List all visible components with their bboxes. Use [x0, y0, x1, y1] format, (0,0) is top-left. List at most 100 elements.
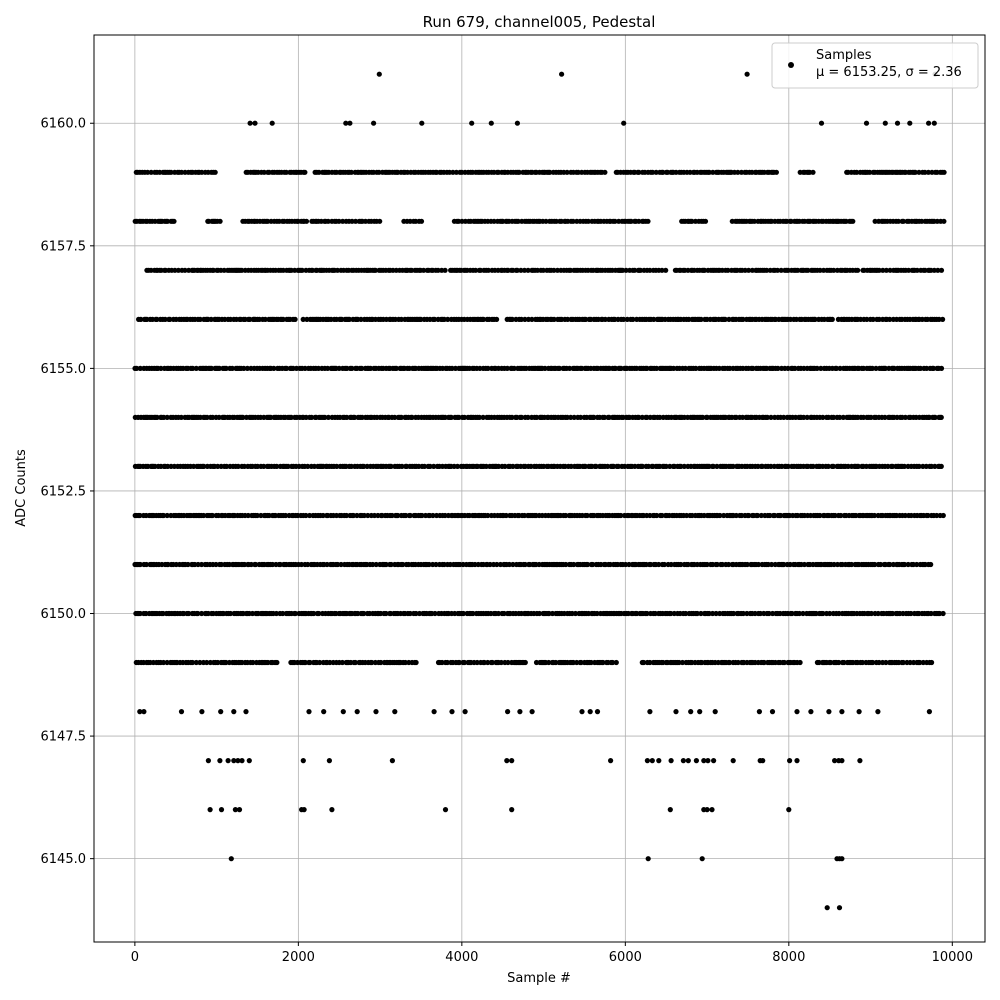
- data-point: [760, 758, 766, 764]
- data-point: [570, 218, 576, 224]
- data-point: [505, 709, 511, 715]
- data-point: [572, 610, 579, 617]
- data-point: [938, 267, 945, 273]
- data-point: [145, 169, 151, 175]
- data-point: [449, 709, 455, 715]
- data-point: [303, 218, 310, 224]
- data-point: [208, 365, 215, 371]
- data-point: [218, 807, 225, 813]
- data-point: [388, 463, 394, 469]
- data-point: [912, 169, 918, 175]
- data-point: [829, 316, 835, 322]
- x-tick-label: 6000: [609, 950, 642, 965]
- data-point: [262, 316, 268, 322]
- data-point: [485, 365, 491, 371]
- data-point: [673, 709, 679, 715]
- data-point: [914, 267, 920, 273]
- data-point: [645, 856, 651, 862]
- data-point: [725, 267, 731, 273]
- data-point: [931, 120, 937, 126]
- data-point: [171, 218, 177, 224]
- data-point: [216, 365, 222, 371]
- y-tick-label: 6150.0: [41, 607, 87, 622]
- data-point: [735, 169, 741, 175]
- data-point: [343, 512, 350, 519]
- data-point: [602, 169, 608, 175]
- y-tick-label: 6155.0: [41, 362, 87, 377]
- data-point: [421, 267, 427, 273]
- data-point: [334, 463, 340, 469]
- data-point: [137, 365, 143, 371]
- data-point: [787, 758, 793, 764]
- data-point: [207, 807, 213, 813]
- data-point: [418, 218, 425, 224]
- data-point: [579, 709, 585, 715]
- data-point: [285, 463, 291, 469]
- data-point: [292, 610, 298, 617]
- data-point: [435, 267, 441, 273]
- data-point: [855, 267, 861, 273]
- data-point: [190, 365, 196, 371]
- data-point: [398, 414, 404, 420]
- data-point: [796, 610, 803, 617]
- data-point: [800, 610, 806, 617]
- legend-box: [771, 42, 979, 89]
- data-point: [623, 267, 629, 273]
- data-point: [209, 512, 216, 519]
- data-point: [870, 316, 876, 322]
- data-point: [442, 807, 449, 813]
- data-point: [246, 758, 252, 764]
- data-point: [872, 561, 878, 568]
- data-point: [820, 414, 826, 420]
- data-point: [839, 709, 845, 715]
- data-point: [654, 512, 660, 519]
- data-point: [236, 807, 243, 813]
- data-point: [730, 758, 736, 764]
- data-point: [659, 267, 665, 273]
- data-point: [702, 218, 709, 224]
- data-point: [731, 610, 737, 617]
- data-point: [698, 610, 704, 617]
- data-point: [383, 561, 389, 568]
- data-point: [217, 758, 223, 764]
- data-point: [650, 169, 656, 175]
- data-point: [164, 218, 171, 224]
- data-point: [189, 659, 196, 666]
- data-point: [509, 414, 515, 420]
- data-point: [704, 561, 710, 568]
- data-point: [519, 414, 525, 420]
- data-point: [546, 659, 552, 666]
- data-point: [714, 463, 720, 469]
- data-point: [137, 709, 143, 715]
- data-point: [521, 267, 528, 273]
- data-point: [228, 856, 234, 862]
- data-point: [231, 709, 237, 715]
- data-point: [154, 414, 160, 420]
- data-point: [717, 512, 723, 519]
- data-point: [824, 905, 830, 911]
- data-point: [240, 414, 246, 420]
- data-point: [303, 512, 309, 519]
- data-point: [309, 414, 315, 420]
- data-point: [373, 709, 379, 715]
- data-point: [685, 758, 691, 764]
- data-point: [509, 316, 515, 322]
- data-point: [713, 610, 719, 617]
- data-point: [632, 267, 638, 273]
- data-point: [529, 709, 535, 715]
- legend-entry-label: Samples: [816, 48, 872, 63]
- data-point: [869, 365, 876, 371]
- data-point: [283, 512, 289, 519]
- data-point: [503, 512, 509, 519]
- data-point: [711, 758, 717, 764]
- data-point: [900, 659, 906, 666]
- data-point: [218, 709, 224, 715]
- data-point: [137, 512, 143, 519]
- data-point: [563, 512, 569, 519]
- data-point: [730, 463, 736, 469]
- data-point: [871, 512, 878, 519]
- data-point: [306, 709, 312, 715]
- legend-marker: [788, 62, 794, 68]
- data-point: [883, 267, 890, 273]
- data-point: [751, 218, 758, 224]
